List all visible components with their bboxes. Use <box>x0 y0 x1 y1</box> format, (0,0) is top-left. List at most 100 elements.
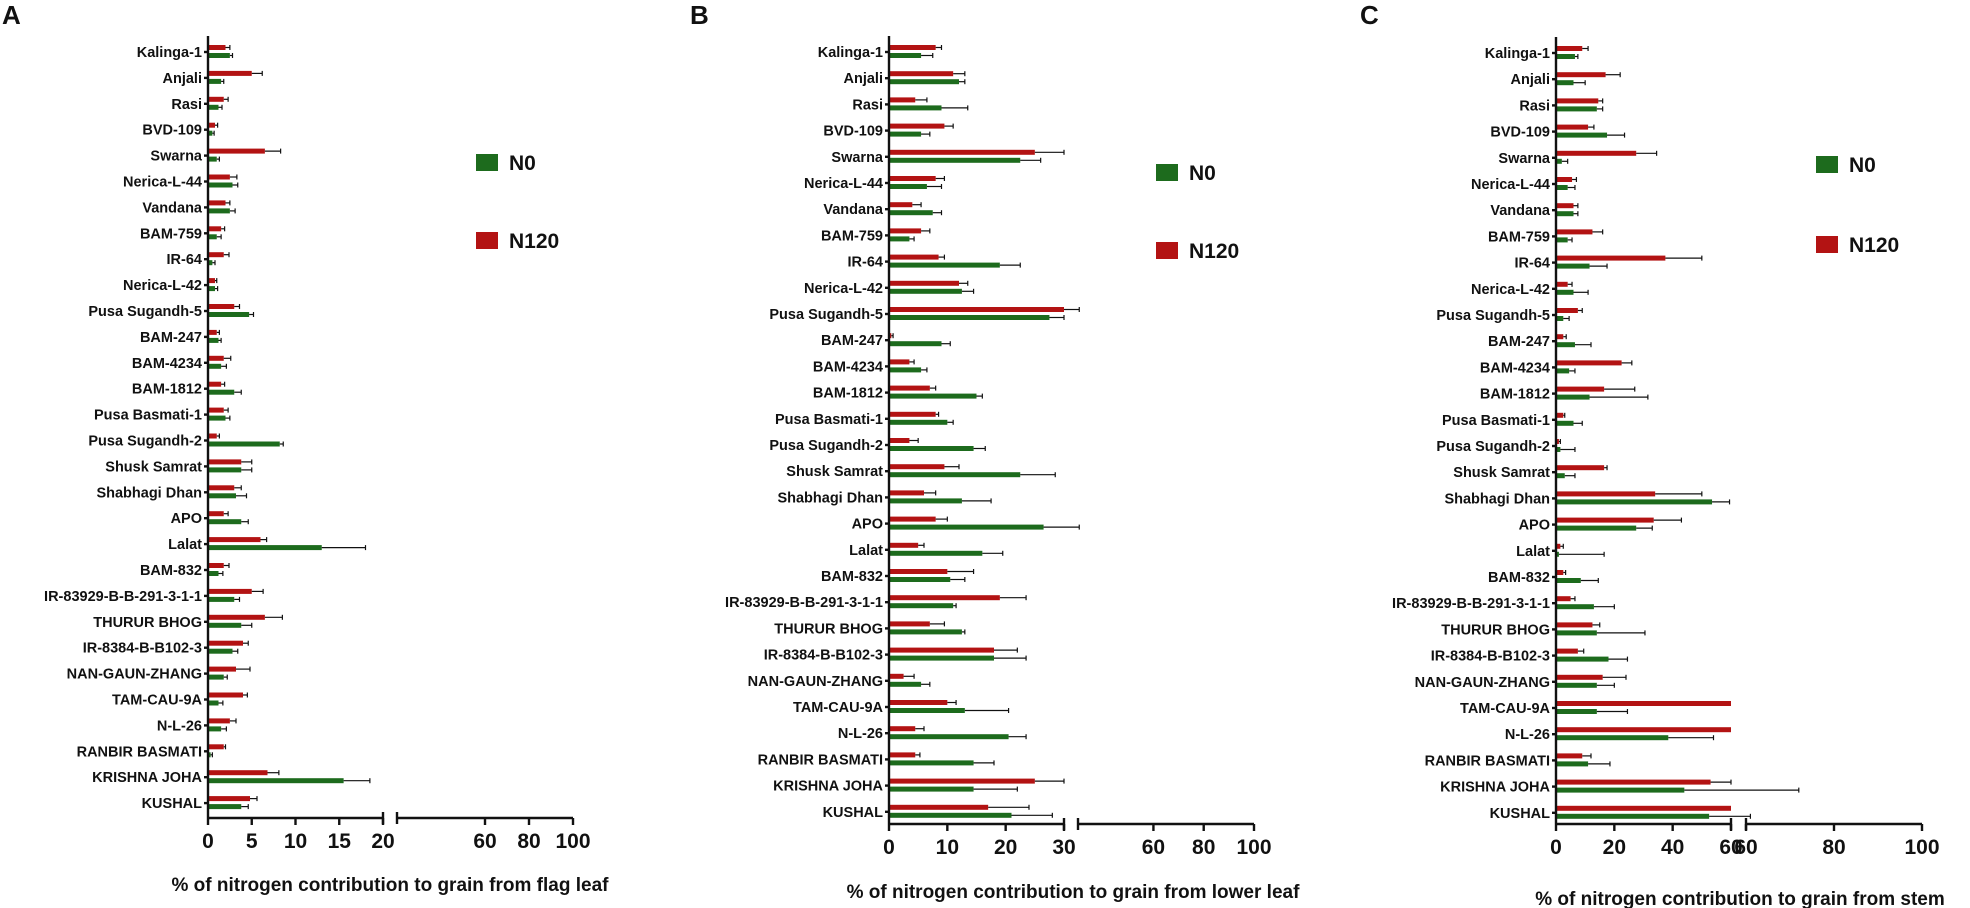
category-label: Pusa Sugandh-2 <box>769 438 883 454</box>
category-label: Shabhagi Dhan <box>96 485 202 501</box>
bar-n120 <box>208 174 230 180</box>
bar-n120 <box>208 148 265 154</box>
bar-n120 <box>889 45 936 50</box>
bar-n0 <box>208 467 242 473</box>
bar-n120 <box>1556 517 1654 523</box>
category-label: IR-8384-B-B102-3 <box>83 641 202 657</box>
bar-n0 <box>208 337 219 343</box>
category-label: Pusa Basmati-1 <box>1442 413 1550 429</box>
bar-n120 <box>1556 465 1605 471</box>
category-label: BVD-109 <box>823 124 883 140</box>
bar-n0 <box>1556 787 1685 793</box>
bar-n0 <box>208 519 242 525</box>
bar-n0 <box>889 236 910 242</box>
bar-n0 <box>1556 54 1575 59</box>
x-axis-label-c: % of nitrogen contribution to grain from… <box>1535 889 1945 908</box>
bar-n120 <box>1556 150 1637 156</box>
bar-n0 <box>208 260 213 266</box>
panel-label-c: C <box>1360 0 1379 30</box>
bar-n0 <box>208 778 344 784</box>
bar-n0 <box>889 760 974 766</box>
bar-n120 <box>889 149 1035 155</box>
bar-n120 <box>208 666 236 672</box>
x-tick-label: 60 <box>1734 836 1757 859</box>
bar-n120 <box>889 202 913 208</box>
bar-n120 <box>208 511 224 517</box>
category-label: KRISHNA JOHA <box>1440 780 1550 796</box>
panel-c: C Kalinga-1 Anjali Rasi BVD-109 Swarna Nerica… <box>1360 0 1945 908</box>
bar-n120 <box>208 381 222 387</box>
bar-n0 <box>208 700 219 706</box>
bar-n0 <box>1556 656 1609 662</box>
category-label: BAM-247 <box>1488 334 1550 350</box>
bar-n120 <box>889 97 916 103</box>
bar-n120 <box>889 280 959 286</box>
category-label: TAM-CAU-9A <box>112 693 202 709</box>
bar-n0 <box>1556 342 1575 348</box>
bar-n0 <box>208 804 242 810</box>
category-label: RANBIR BASMATI <box>1425 753 1550 769</box>
category-label: THURUR BHOG <box>1441 622 1550 638</box>
category-label: Shabhagi Dhan <box>777 490 883 506</box>
category-label: IR-83929-B-B-291-3-1-1 <box>1392 596 1550 612</box>
category-label: BAM-4234 <box>132 356 202 372</box>
category-label: Nerica-L-44 <box>123 175 202 191</box>
x-tick-label: 0 <box>202 830 214 853</box>
legend-swatch-n0 <box>1156 164 1178 181</box>
bar-n120 <box>889 516 936 522</box>
category-label: KUSHAL <box>1490 806 1551 822</box>
bar-n120 <box>1556 177 1573 182</box>
x-tick-label: 40 <box>1661 836 1684 859</box>
bar-n0 <box>889 524 1044 530</box>
bar-n0 <box>1556 368 1570 374</box>
bar-n120 <box>1556 648 1578 654</box>
bar-n0 <box>1556 394 1590 400</box>
bar-n120 <box>1556 229 1593 235</box>
category-label: APO <box>171 511 202 527</box>
bar-n0 <box>889 734 1009 740</box>
bar-n0 <box>889 105 942 111</box>
category-label: APO <box>1519 518 1550 534</box>
bar-n120 <box>889 647 994 653</box>
bar-n120 <box>1556 281 1568 287</box>
bar-n120 <box>889 123 945 129</box>
category-label: Nerica-L-42 <box>804 281 883 297</box>
bar-n120 <box>889 542 919 548</box>
bar-n120 <box>1556 674 1603 680</box>
bar-n0 <box>1556 158 1562 164</box>
bar-n120 <box>208 563 224 568</box>
bar-n120 <box>1556 334 1564 340</box>
bar-n120 <box>889 490 924 496</box>
category-label: Swarna <box>1498 151 1551 167</box>
x-tick-label: 60 <box>1142 836 1165 859</box>
category-label: Swarna <box>831 150 884 166</box>
panel-label-a: A <box>2 0 21 30</box>
bar-n0 <box>889 131 922 137</box>
category-label: BVD-109 <box>142 123 202 139</box>
bar-n120 <box>889 804 989 810</box>
category-label: Lalat <box>168 537 202 553</box>
bar-n120 <box>889 700 948 705</box>
bar-n0 <box>889 210 933 216</box>
category-label: BAM-247 <box>140 330 202 346</box>
bar-n120 <box>1556 570 1564 575</box>
bar-n120 <box>208 459 242 465</box>
panel-b: B Kalinga-1 Anjali Rasi BVD-109 Swarna Nerica… <box>690 0 1300 903</box>
bar-n0 <box>889 184 927 189</box>
bar-n120 <box>1556 46 1583 51</box>
bar-n0 <box>208 752 211 758</box>
bar-n0 <box>208 441 280 447</box>
bar-n0 <box>1556 735 1669 741</box>
bar-n0 <box>889 341 942 347</box>
bar-n0 <box>1556 761 1589 767</box>
category-label: BVD-109 <box>1490 125 1550 141</box>
category-label: BAM-759 <box>1488 229 1550 245</box>
x-tick-label: 60 <box>1719 836 1742 859</box>
bar-n0 <box>208 493 236 499</box>
panel-label-b: B <box>690 0 709 30</box>
bar-n0 <box>208 622 242 628</box>
bar-n120 <box>208 278 215 284</box>
bar-n120 <box>889 411 936 417</box>
bar-n120 <box>1556 543 1561 549</box>
